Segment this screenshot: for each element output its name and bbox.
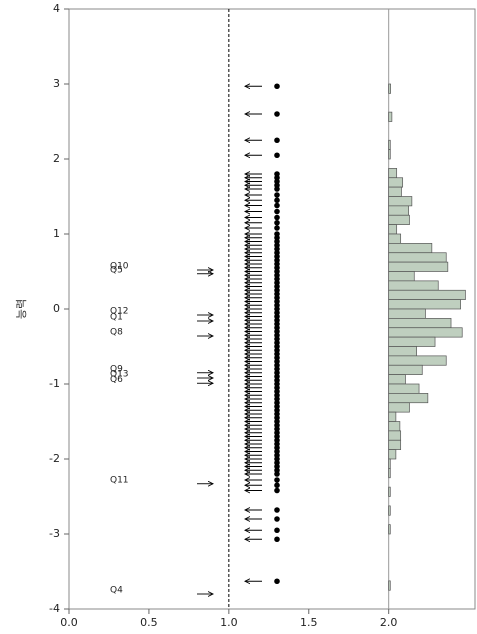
person-dot <box>274 527 280 534</box>
person-dot <box>274 471 280 477</box>
y-tick-label: -4 <box>49 602 60 615</box>
item-label: Q4 <box>110 586 123 596</box>
histogram-bar <box>388 299 461 310</box>
person-dot <box>274 536 280 543</box>
y-tick-label: 4 <box>53 2 60 15</box>
histogram-bar <box>388 393 429 404</box>
person-dot <box>274 487 280 494</box>
y-tick-label: -1 <box>49 377 60 390</box>
histogram-bar <box>388 421 401 432</box>
histogram-bar <box>388 186 402 197</box>
histogram-bar <box>388 486 391 497</box>
item-label: Q8 <box>110 328 123 338</box>
histogram-bar <box>388 505 391 516</box>
person-dot <box>274 192 280 198</box>
histogram-bar <box>388 355 447 366</box>
person-dot <box>274 578 280 585</box>
x-tick-label: 1.5 <box>300 616 318 629</box>
person-dot <box>274 225 280 231</box>
histogram-bar <box>388 139 391 150</box>
histogram-bar <box>388 430 402 441</box>
histogram-bar <box>388 580 391 591</box>
person-dot <box>274 152 280 159</box>
histogram-bar <box>388 205 410 216</box>
histogram-bar <box>388 233 402 244</box>
histogram-bar <box>388 177 404 188</box>
histogram-bar <box>388 383 420 394</box>
y-tick-label: 2 <box>53 152 60 165</box>
histogram-bar <box>388 261 449 272</box>
item-label: Q12 <box>110 307 129 317</box>
item-label: Q10 <box>110 262 129 272</box>
histogram-bar <box>388 458 391 469</box>
x-tick-label: 1.0 <box>220 616 238 629</box>
person-dot <box>274 137 280 144</box>
x-tick-label: 0.0 <box>60 616 78 629</box>
histogram-bar <box>388 149 391 160</box>
person-dot <box>274 482 280 489</box>
histogram-bar <box>388 271 415 282</box>
histogram-bar <box>388 111 393 122</box>
histogram-bar <box>388 168 398 179</box>
histogram-bar <box>388 318 452 329</box>
histogram-bar <box>388 449 397 460</box>
person-dot <box>274 111 280 117</box>
histogram-bar <box>388 224 398 235</box>
histogram-bar <box>388 280 439 291</box>
person-dot <box>274 186 280 192</box>
histogram-bar <box>388 346 418 357</box>
item-label: Q9 <box>110 364 123 374</box>
person-dot <box>274 208 280 215</box>
histogram-bar <box>388 468 391 479</box>
histogram-bar <box>388 83 391 94</box>
person-dot <box>274 477 280 483</box>
item-label: Q6 <box>110 375 123 385</box>
histogram-bar <box>388 196 413 207</box>
histogram-bar <box>388 364 423 375</box>
item-label: Q13 <box>110 370 129 380</box>
histogram-bar <box>388 336 436 347</box>
person-dot <box>274 202 280 209</box>
item-label: Q5 <box>110 265 123 275</box>
histogram-bar <box>388 214 410 225</box>
y-tick-label: 1 <box>53 227 60 240</box>
x-tick-label: 2.0 <box>380 616 398 629</box>
histogram-bar <box>388 243 433 254</box>
person-dot <box>274 214 280 221</box>
person-dot <box>274 197 280 204</box>
y-tick-label: -2 <box>49 452 60 465</box>
y-axis-label: 능력 <box>15 299 28 319</box>
person-dot <box>274 219 280 226</box>
histogram-bar <box>388 374 406 385</box>
histogram-bar <box>388 327 463 338</box>
histogram-bar <box>388 439 402 450</box>
histogram-bar <box>388 402 410 413</box>
histogram-bar <box>388 289 466 300</box>
person-dot <box>274 516 280 522</box>
item-label: Q11 <box>110 475 129 485</box>
y-tick-label: -3 <box>49 527 60 540</box>
item-label: Q1 <box>110 313 123 323</box>
histogram-bar <box>388 411 397 422</box>
person-dot <box>274 507 280 513</box>
x-tick-label: 0.5 <box>140 616 158 629</box>
person-dot <box>274 83 280 90</box>
y-tick-label: 3 <box>53 77 60 90</box>
y-tick-label: 0 <box>53 302 60 315</box>
histogram-bar <box>388 252 447 263</box>
histogram-bar <box>388 524 391 535</box>
histogram-bar <box>388 308 426 319</box>
